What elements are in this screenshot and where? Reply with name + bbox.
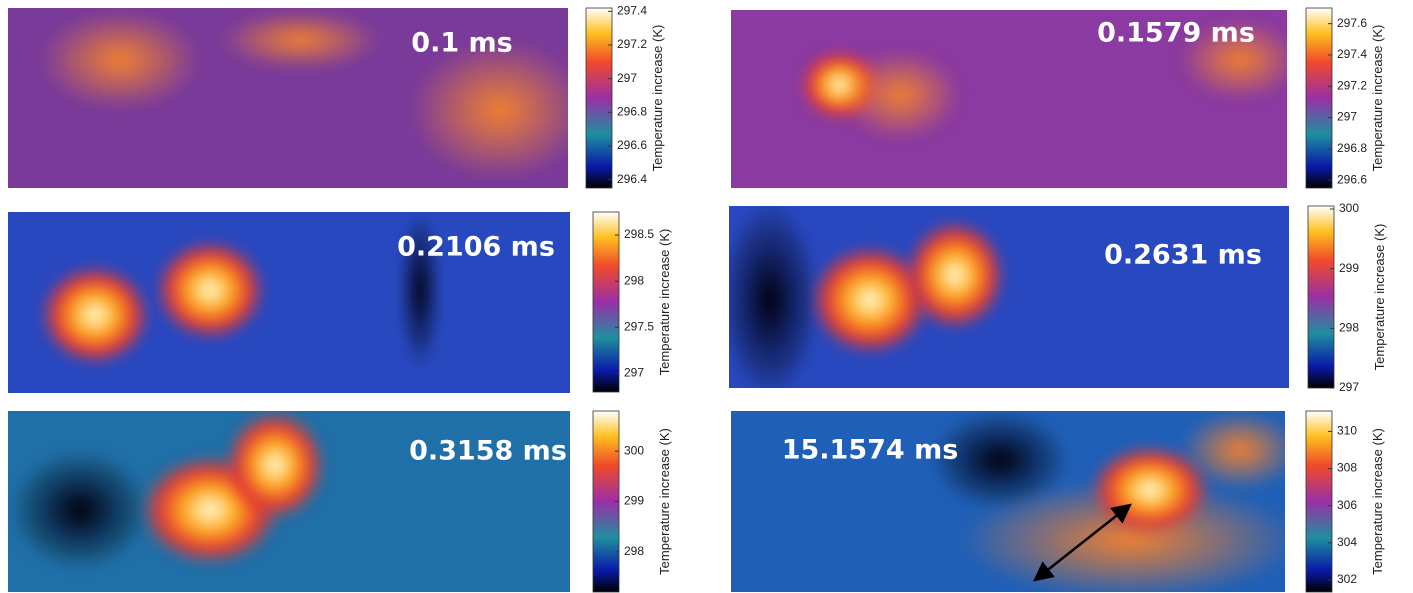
colorbar-tick-label: 298.5 xyxy=(624,227,654,241)
panel: 0.1 ms 296.4 296.6 296.8 297 297.2 297.4Temper… xyxy=(8,4,665,189)
colorbar-label: Temperature increase (K) xyxy=(1370,428,1385,575)
colorbar-tick-label: 306 xyxy=(1337,498,1357,512)
colorbar-tick-label: 297 xyxy=(1339,380,1359,394)
heatmap-blob xyxy=(410,40,568,180)
colorbar-tick-label: 300 xyxy=(624,443,644,457)
heatmap-blob xyxy=(220,10,380,70)
colorbar-label: Temperature increase (K) xyxy=(657,428,672,575)
heatmap-image xyxy=(8,411,570,592)
colorbar-tick-label: 299 xyxy=(624,494,644,508)
colorbar-tick-label: 297.4 xyxy=(1337,47,1367,61)
time-annotation: 15.1574 ms xyxy=(782,435,959,466)
colorbar-tick-label: 297.2 xyxy=(617,37,647,51)
heatmap-image xyxy=(8,212,570,393)
colorbar-tick-label: 298 xyxy=(624,273,644,287)
panel: 0.2631 ms 297 298 299 300 Temperature increas… xyxy=(729,201,1387,394)
heatmap-blob xyxy=(905,220,1005,330)
colorbar xyxy=(1305,410,1333,593)
panel: 0.1579 ms 296.6 296.8 297 297.2 297.4 297.6Tem… xyxy=(731,7,1385,189)
colorbar-tick-label: 297.2 xyxy=(1337,78,1367,92)
colorbar xyxy=(592,211,620,393)
time-annotation: 0.3158 ms xyxy=(409,436,567,467)
time-annotation: 0.2631 ms xyxy=(1104,240,1262,271)
colorbar-tick-label: 298 xyxy=(1339,320,1359,334)
colorbar xyxy=(1305,7,1333,189)
time-annotation: 0.1 ms xyxy=(411,28,512,59)
heatmap-blob xyxy=(40,10,200,110)
colorbar-tick-label: 296.6 xyxy=(1337,172,1367,186)
heatmap-blob xyxy=(840,50,960,140)
colorbar-label: Temperature increase (K) xyxy=(1372,224,1387,371)
heatmap-blob xyxy=(1180,411,1285,490)
colorbar-label: Temperature increase (K) xyxy=(1370,25,1385,172)
heatmap-blob xyxy=(1180,20,1287,100)
heatmap-blob xyxy=(810,245,930,355)
heatmap-image xyxy=(8,8,568,188)
colorbar-tick-label: 302 xyxy=(1337,572,1357,586)
heatmap-image xyxy=(731,10,1287,188)
colorbar xyxy=(1307,205,1335,389)
colorbar-label: Temperature increase (K) xyxy=(650,25,665,172)
time-annotation: 0.1579 ms xyxy=(1097,18,1255,49)
colorbar-label: Temperature increase (K) xyxy=(657,229,672,376)
heatmap-blob xyxy=(40,265,150,365)
panel: 0.2106 ms 297 297.5 298 298.5 Temperature inc… xyxy=(8,211,672,393)
panel: 15.1574 ms 302 304 306 308 310 Temperature inc… xyxy=(731,410,1385,593)
colorbar-tick-label: 297.4 xyxy=(617,4,647,18)
heatmap-blob xyxy=(400,212,440,370)
heatmap-blob xyxy=(10,450,150,570)
colorbar-tick-label: 297.5 xyxy=(624,320,654,334)
panel: 0.3158 ms 298 299 300 Temperature increase (… xyxy=(8,410,672,593)
colorbar-tick-label: 299 xyxy=(1339,261,1359,275)
colorbar-tick-label: 297 xyxy=(624,366,644,380)
colorbar-tick-label: 300 xyxy=(1339,201,1359,215)
colorbar-tick-label: 297 xyxy=(617,71,637,85)
colorbar-tick-label: 296.6 xyxy=(617,138,647,152)
colorbar-tick-label: 296.8 xyxy=(617,104,647,118)
colorbar xyxy=(585,7,613,189)
heatmap-blob xyxy=(729,206,820,388)
arrow xyxy=(1033,503,1132,582)
heatmap-blob xyxy=(225,411,325,520)
heatmap-blob xyxy=(930,411,1070,510)
colorbar-tick-label: 298 xyxy=(624,544,644,558)
colorbar-tick-label: 296.4 xyxy=(617,172,647,186)
colorbar-tick-label: 297.6 xyxy=(1337,16,1367,30)
colorbar-tick-label: 304 xyxy=(1337,535,1357,549)
colorbar-tick-label: 297 xyxy=(1337,110,1357,124)
colorbar-tick-label: 308 xyxy=(1337,461,1357,475)
colorbar-tick-label: 310 xyxy=(1337,424,1357,438)
heatmap-image xyxy=(729,206,1289,388)
time-annotation: 0.2106 ms xyxy=(397,232,555,263)
heatmap-blob xyxy=(155,240,265,340)
colorbar-tick-label: 296.8 xyxy=(1337,141,1367,155)
